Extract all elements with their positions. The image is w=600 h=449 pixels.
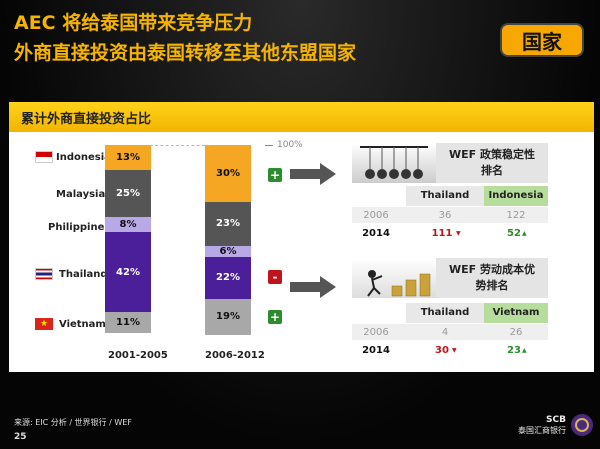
top-guide-line	[150, 145, 210, 146]
vietnam-flag-icon: ★	[35, 318, 53, 330]
bar-segment-philippines: 8%	[105, 217, 151, 233]
panel-header: 累计外商直接投资占比	[9, 102, 594, 132]
increase-sign-vietnam: +	[268, 310, 282, 324]
thailand-flag-icon	[35, 268, 53, 280]
bar-segment-vietnam: 19%	[205, 298, 251, 335]
table1-year-2006: 2006	[363, 210, 389, 221]
table2-value: 30	[435, 345, 449, 356]
table2-value: 4	[441, 327, 449, 338]
scb-emblem-icon	[571, 414, 593, 436]
bar-segment-thailand: 42%	[105, 232, 151, 313]
coins-image	[352, 258, 436, 298]
newtons-cradle-icon	[360, 146, 428, 179]
table1-col1-header: Thailand	[420, 190, 470, 201]
table1-value: 36	[438, 210, 452, 221]
arrow-right-icon	[290, 276, 336, 298]
panel-title: 累计外商直接投资占比	[21, 112, 152, 127]
country-label-malaysia: Malaysia	[56, 189, 106, 200]
table2-col2-header: Vietnam	[492, 307, 540, 318]
table1-col-bg-2	[484, 186, 548, 206]
marker-100-tick	[265, 145, 273, 146]
table1-col2-header: Indonesia	[488, 190, 544, 201]
title-line-1: AEC 将给泰国带来竞争压力	[14, 12, 253, 34]
down-triangle-icon: ▼	[452, 347, 457, 354]
bar-segment-vietnam: 11%	[105, 312, 151, 334]
table2-col1-header: Thailand	[420, 307, 470, 318]
table2-year-2014: 2014	[362, 345, 390, 356]
table2-value: 26	[509, 327, 523, 338]
title-line-2: 外商直接投资由泰国转移至其他东盟国家	[14, 42, 357, 64]
logo-subtext: 泰国汇商银行	[518, 425, 566, 435]
marker-100-label: 100%	[277, 140, 303, 150]
source-note: 来源: EIC 分析 / 世界银行 / WEF	[14, 418, 132, 427]
category-label-2006: 2006-2012	[205, 350, 265, 361]
arrow-right-icon	[290, 163, 336, 185]
country-label-vietnam: Vietnam	[59, 319, 106, 330]
table1-value: 52	[507, 228, 521, 239]
bar-segment-indonesia: 13%	[105, 145, 151, 170]
table2-col-bg-2	[484, 303, 548, 323]
country-label-indonesia: Indonesia	[56, 152, 111, 163]
decrease-sign-thailand: -	[268, 270, 282, 284]
table2-value: 23	[507, 345, 521, 356]
down-triangle-icon: ▼	[456, 230, 461, 237]
logo-text: SCB	[546, 414, 566, 425]
up-triangle-icon: ▲	[522, 347, 527, 354]
bar-segment-malaysia: 23%	[205, 202, 251, 246]
table1-year-2014: 2014	[362, 228, 390, 239]
bar-segment-philippines: 6%	[205, 245, 251, 258]
table1-value: 111	[431, 228, 453, 239]
country-label-philippines: Philippines	[48, 222, 111, 233]
up-triangle-icon: ▲	[522, 230, 527, 237]
table2-year-2006: 2006	[363, 327, 389, 338]
scb-logo: SCB 泰国汇商银行	[518, 413, 594, 437]
bar-segment-indonesia: 30%	[205, 145, 251, 202]
table2-row-2006-bg	[352, 324, 548, 340]
table1-col-bg-1	[406, 186, 484, 206]
increase-sign-indonesia: +	[268, 168, 282, 182]
coin-stacks-icon	[367, 270, 431, 297]
pendulum-image	[352, 143, 436, 183]
bar-segment-malaysia: 25%	[105, 169, 151, 218]
table1-row-2006-bg	[352, 207, 548, 223]
table2-col-bg-1	[406, 303, 484, 323]
table1-value: 122	[506, 210, 526, 221]
category-label-2001: 2001-2005	[108, 350, 168, 361]
country-label-thailand: Thailand	[59, 269, 108, 280]
indonesia-flag-icon	[35, 151, 53, 163]
country-badge[interactable]: 国家	[500, 23, 584, 57]
page-number: 25	[14, 432, 27, 442]
table1-title: WEF 政策稳定性排名	[436, 143, 548, 183]
bar-segment-thailand: 22%	[205, 257, 251, 299]
table2-title: WEF 劳动成本优势排名	[436, 258, 548, 298]
